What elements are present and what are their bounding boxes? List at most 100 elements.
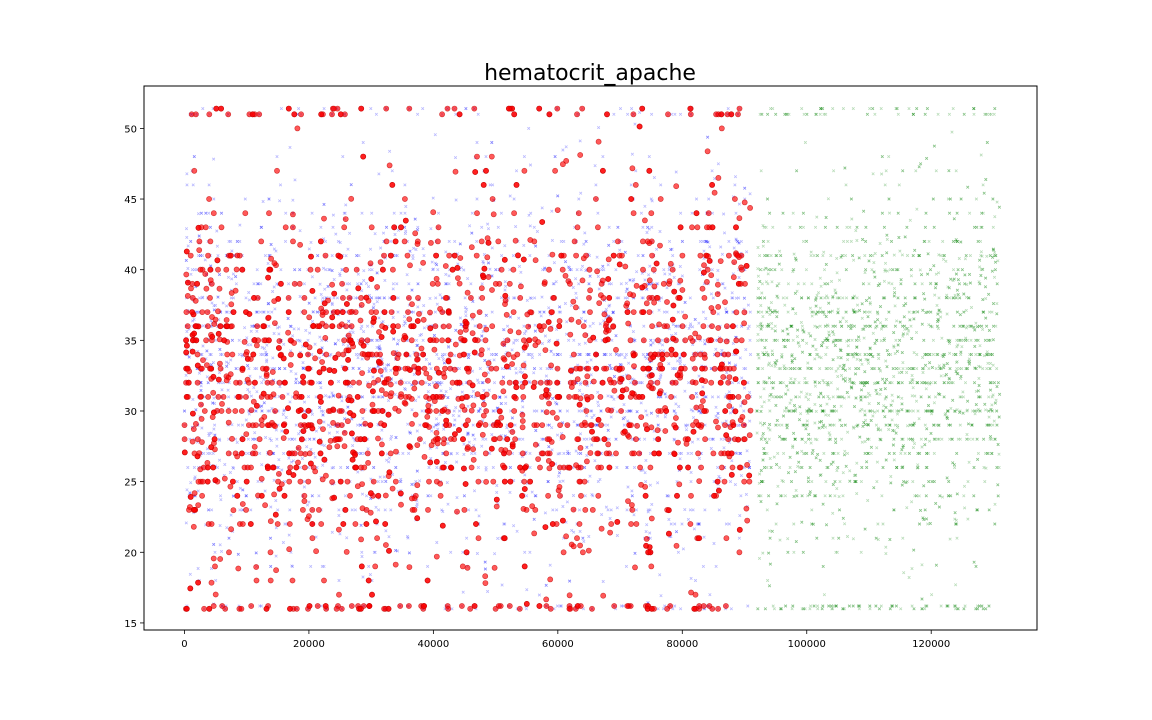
data-point bbox=[476, 112, 480, 116]
data-point bbox=[434, 417, 439, 421]
data-point bbox=[369, 296, 374, 300]
data-point bbox=[792, 252, 796, 256]
data-point bbox=[746, 381, 750, 385]
data-point bbox=[528, 224, 532, 228]
data-point bbox=[948, 537, 952, 541]
data-point bbox=[532, 517, 536, 521]
data-point bbox=[818, 458, 822, 462]
data-point bbox=[264, 435, 268, 440]
data-point bbox=[486, 227, 491, 231]
data-point bbox=[304, 328, 308, 332]
data-point bbox=[456, 262, 460, 266]
data-point bbox=[247, 290, 251, 295]
data-point bbox=[372, 395, 376, 399]
data-point bbox=[826, 394, 830, 399]
data-point bbox=[697, 522, 701, 526]
data-point bbox=[267, 197, 271, 201]
data-point bbox=[673, 604, 677, 608]
data-point bbox=[359, 282, 363, 286]
data-point bbox=[876, 522, 880, 526]
data-point bbox=[475, 551, 479, 556]
data-point bbox=[510, 416, 514, 420]
data-point bbox=[494, 268, 498, 272]
data-point bbox=[443, 352, 447, 357]
data-point bbox=[615, 506, 619, 510]
data-point bbox=[575, 423, 579, 427]
data-point bbox=[786, 388, 790, 392]
data-point bbox=[225, 526, 229, 530]
data-point bbox=[319, 225, 323, 229]
data-point bbox=[344, 254, 348, 258]
data-point bbox=[320, 346, 324, 350]
data-point bbox=[199, 388, 203, 392]
data-point bbox=[633, 338, 637, 342]
data-point bbox=[475, 197, 479, 201]
data-point bbox=[207, 433, 211, 438]
data-point bbox=[621, 604, 625, 608]
data-point bbox=[738, 451, 743, 455]
data-point bbox=[845, 534, 850, 539]
data-point bbox=[293, 268, 297, 272]
data-point bbox=[630, 107, 634, 111]
data-point bbox=[684, 424, 688, 428]
data-point bbox=[267, 301, 271, 306]
data-point bbox=[270, 310, 274, 314]
data-point bbox=[533, 329, 537, 333]
data-point bbox=[391, 287, 395, 291]
data-point bbox=[887, 211, 892, 215]
data-point bbox=[212, 157, 216, 161]
data-point bbox=[330, 269, 334, 273]
data-point bbox=[264, 350, 268, 354]
data-point bbox=[246, 364, 250, 368]
data-point bbox=[564, 332, 569, 336]
data-point bbox=[825, 345, 829, 350]
data-point bbox=[770, 349, 774, 353]
data-point bbox=[577, 342, 581, 346]
data-point bbox=[702, 338, 707, 342]
data-point bbox=[510, 348, 514, 352]
data-point bbox=[901, 367, 905, 371]
data-point bbox=[778, 538, 782, 542]
data-point bbox=[616, 225, 620, 229]
data-point bbox=[635, 270, 639, 274]
data-point bbox=[633, 551, 637, 555]
data-point bbox=[254, 551, 258, 555]
data-point bbox=[860, 440, 864, 444]
data-point bbox=[372, 302, 376, 306]
data-point bbox=[551, 508, 555, 512]
data-point bbox=[331, 213, 335, 217]
data-point bbox=[271, 289, 275, 294]
data-point bbox=[268, 536, 273, 540]
data-point bbox=[520, 371, 524, 375]
data-point bbox=[496, 536, 500, 540]
data-point bbox=[211, 401, 215, 405]
data-point bbox=[260, 345, 264, 349]
data-point bbox=[197, 234, 201, 238]
data-point bbox=[744, 492, 748, 496]
data-point bbox=[808, 392, 812, 397]
data-point bbox=[265, 343, 269, 347]
data-point bbox=[614, 437, 618, 441]
data-point bbox=[650, 199, 654, 203]
data-point bbox=[590, 415, 594, 420]
data-point bbox=[411, 254, 415, 258]
data-point bbox=[278, 199, 282, 203]
data-point bbox=[678, 451, 682, 455]
data-point bbox=[668, 272, 672, 276]
data-point bbox=[224, 310, 228, 314]
data-point bbox=[517, 264, 522, 268]
data-point bbox=[399, 477, 403, 481]
data-point bbox=[803, 140, 807, 145]
data-point bbox=[212, 542, 216, 546]
data-point bbox=[597, 287, 601, 291]
data-point bbox=[842, 239, 846, 243]
data-point bbox=[251, 437, 255, 441]
data-point bbox=[480, 381, 485, 385]
data-point bbox=[401, 451, 405, 455]
data-point bbox=[486, 261, 491, 265]
data-point bbox=[269, 438, 273, 443]
data-point bbox=[297, 338, 301, 342]
data-point bbox=[246, 388, 250, 392]
data-point bbox=[471, 423, 475, 427]
data-point bbox=[225, 364, 229, 368]
